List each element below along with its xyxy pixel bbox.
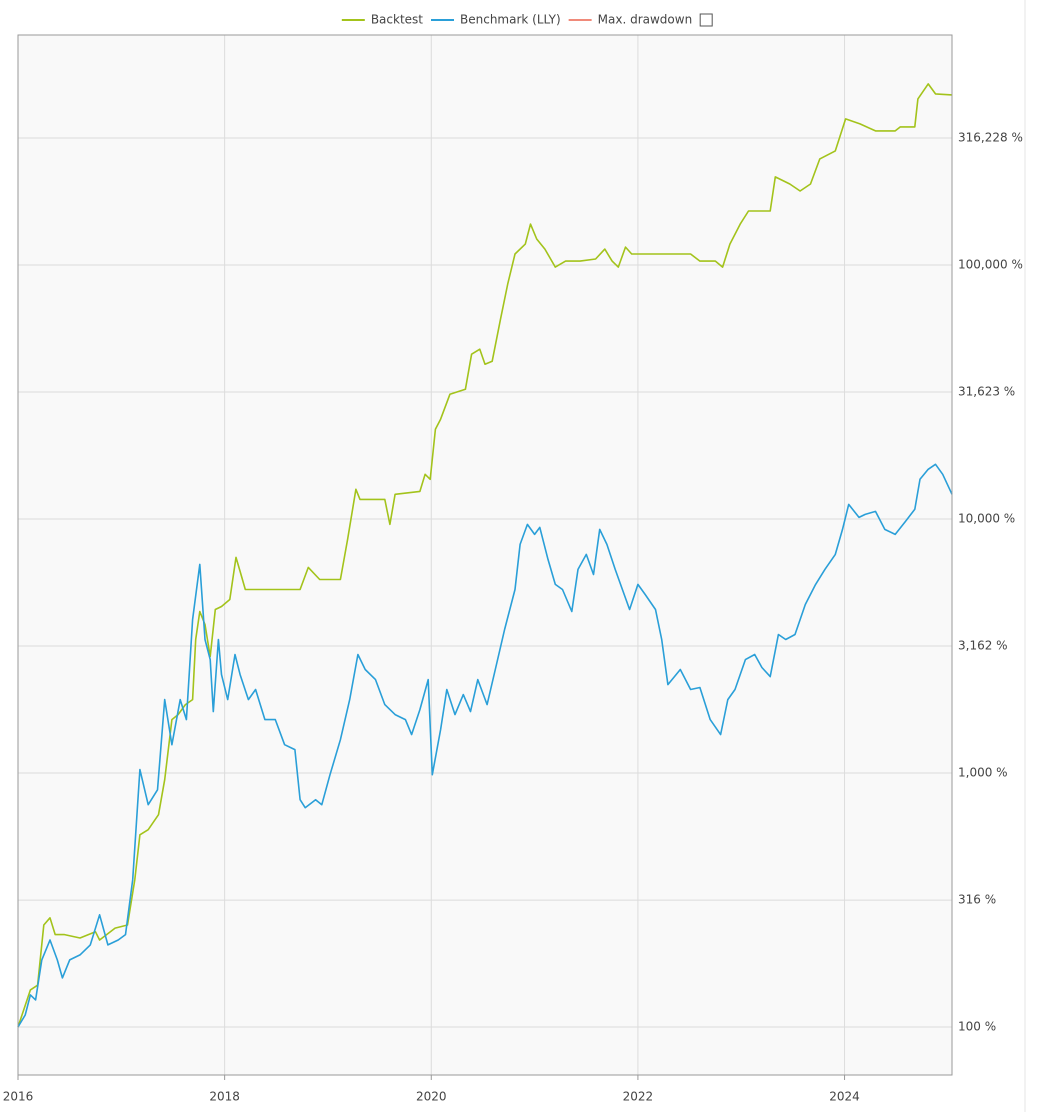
y-tick-label: 10,000 % (958, 512, 1015, 526)
legend-label: Backtest (371, 13, 423, 27)
x-tick-label: 2018 (209, 1090, 240, 1104)
plot-frame (17, 34, 953, 1076)
x-tick-label: 2024 (829, 1090, 860, 1104)
legend-checkbox[interactable] (699, 13, 713, 27)
y-tick-label: 316 % (958, 893, 996, 907)
labels: 100 % 316 % 1,000 % 3,162 % 10,000 % 31,623 %… (3, 131, 1023, 1104)
y-tick-label: 31,623 % (958, 385, 1015, 399)
legend: Backtest Benchmark (LLY) Max. drawdown (341, 13, 713, 27)
lines (17, 83, 953, 1028)
y-tick-label: 316,228 % (958, 131, 1023, 145)
legend-label: Benchmark (LLY) (460, 13, 561, 27)
legend-item[interactable]: Max. drawdown (568, 13, 693, 27)
legend-item[interactable]: Backtest (341, 13, 423, 27)
y-tick-label: 3,162 % (958, 639, 1008, 653)
y-tick-label: 100,000 % (958, 258, 1023, 272)
y-tick-label: 1,000 % (958, 765, 1008, 779)
series-line (17, 83, 953, 1028)
x-tick-label: 2022 (623, 1090, 654, 1104)
legend-label: Max. drawdown (598, 13, 693, 27)
x-tick-label: 2016 (3, 1090, 34, 1104)
plot-background (18, 35, 952, 1075)
legend-item[interactable]: Benchmark (LLY) (431, 13, 561, 27)
y-tick-label: 100 % (958, 1019, 996, 1033)
series-line (17, 463, 953, 1028)
grid (17, 35, 952, 1075)
x-tick-label: 2020 (416, 1090, 447, 1104)
